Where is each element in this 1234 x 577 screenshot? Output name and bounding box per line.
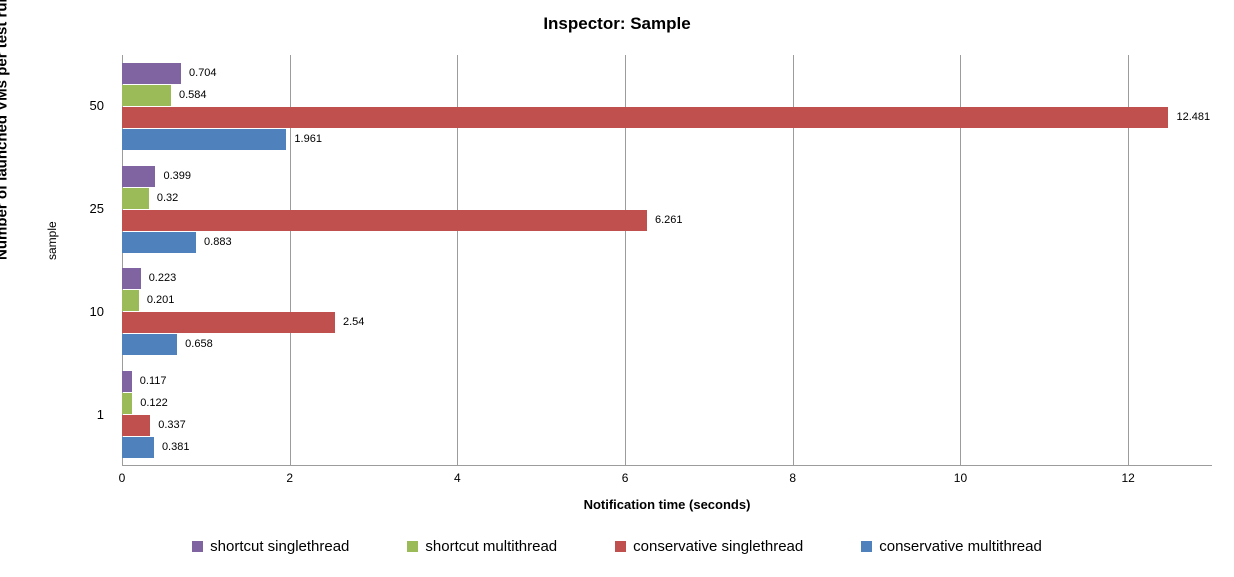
x-axis-title: Notification time (seconds) — [583, 497, 751, 512]
bar-value-label: 0.32 — [156, 191, 179, 204]
y-category-label: 25 — [89, 201, 104, 217]
bar-value-label: 0.122 — [140, 397, 168, 410]
bar-conservative-multithread-cat-50 — [122, 128, 287, 150]
bar-shortcut-singlethread-cat-25 — [122, 165, 156, 187]
gridline — [625, 55, 627, 465]
y-category-label: 10 — [89, 303, 104, 319]
y-axis-category-labels: 50 25 10 1 — [60, 55, 104, 466]
bar-value-label: 1.961 — [294, 132, 322, 145]
gridline — [792, 55, 794, 465]
bar-value-label: 2.54 — [342, 316, 365, 329]
bar-conservative-singlethread-cat-25 — [122, 209, 647, 231]
bar-value-label: 0.117 — [139, 375, 167, 388]
chart-title: Inspector: Sample — [543, 14, 691, 33]
bar-value-label: 0.223 — [148, 272, 177, 285]
chart-legend: shortcut singlethread shortcut multithrea… — [0, 538, 1234, 555]
x-tick-label: 6 — [621, 471, 629, 485]
bar-shortcut-multithread-cat-50 — [122, 84, 171, 106]
bar-conservative-singlethread-cat-1 — [122, 415, 151, 437]
bar-shortcut-singlethread-cat-1 — [122, 371, 132, 393]
bar-conservative-singlethread-cat-50 — [122, 106, 1169, 128]
bar-value-label: 0.337 — [158, 419, 186, 432]
legend-label: conservative singlethread — [633, 538, 804, 555]
gridline — [122, 55, 123, 465]
x-tick-label: 10 — [953, 471, 968, 485]
x-tick-label: 4 — [454, 471, 461, 485]
legend-item-conservative-singlethread: conservative singlethread — [615, 538, 803, 555]
bar-value-label: 6.261 — [654, 213, 683, 226]
legend-label: conservative multithread — [879, 538, 1042, 555]
bar-value-label: 12.481 — [1176, 110, 1211, 123]
gridline — [960, 55, 962, 465]
plot-area: 0.704 0.584 12.481 1.961 0.399 0.32 6.261 0.883… — [122, 55, 1212, 466]
bar-value-label: 0.399 — [163, 169, 191, 182]
x-tick-label: 2 — [286, 471, 294, 485]
legend-swatch-icon — [407, 541, 419, 552]
legend-swatch-icon — [192, 541, 204, 552]
y-axis-subtitle: sample — [45, 221, 59, 260]
bar-value-label: 0.201 — [146, 294, 175, 307]
gridline — [457, 55, 459, 465]
legend-label: shortcut multithread — [425, 538, 558, 555]
x-axis-tick-labels: 0 2 4 6 8 10 12 — [118, 471, 1212, 487]
bar-conservative-multithread-cat-25 — [122, 231, 197, 253]
bar-value-label: 0.704 — [189, 66, 217, 79]
bar-conservative-multithread-cat-1 — [122, 437, 154, 459]
bar-conservative-multithread-cat-10 — [122, 334, 178, 356]
x-tick-label: 12 — [1121, 471, 1135, 485]
legend-item-shortcut-multithread: shortcut multithread — [407, 538, 557, 555]
x-tick-label: 0 — [118, 471, 126, 485]
legend-item-shortcut-singlethread: shortcut singlethread — [192, 538, 349, 555]
bar-value-label: 0.658 — [185, 338, 213, 351]
y-category-label: 50 — [89, 98, 104, 114]
legend-item-conservative-multithread: conservative multithread — [861, 538, 1042, 555]
legend-swatch-icon — [615, 541, 627, 552]
bar-value-label: 0.883 — [204, 235, 232, 248]
bar-shortcut-singlethread-cat-10 — [122, 268, 141, 290]
gridline — [1128, 55, 1130, 465]
legend-label: shortcut singlethread — [210, 538, 350, 555]
y-axis-title: Number of launched VMs per test run — [0, 0, 11, 260]
bar-conservative-singlethread-cat-10 — [122, 312, 335, 334]
legend-swatch-icon — [861, 541, 873, 552]
bar-shortcut-multithread-cat-25 — [122, 187, 149, 209]
bar-value-label: 0.584 — [178, 88, 207, 101]
bar-shortcut-multithread-cat-1 — [122, 393, 133, 415]
bar-shortcut-multithread-cat-10 — [122, 290, 139, 312]
gridline — [289, 55, 291, 465]
bar-value-label: 0.381 — [161, 441, 190, 454]
x-tick-label: 8 — [789, 471, 797, 485]
y-category-label: 1 — [96, 406, 104, 422]
bar-shortcut-singlethread-cat-50 — [122, 62, 182, 84]
